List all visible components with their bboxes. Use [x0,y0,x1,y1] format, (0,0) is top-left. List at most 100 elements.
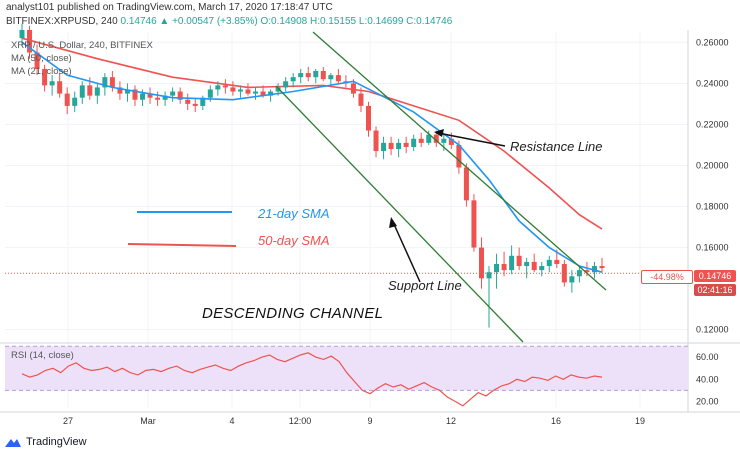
ma50-legend[interactable]: MA (50, close) [11,53,72,64]
time-tick-label: 9 [367,416,372,426]
candle-body [19,29,25,39]
candle-body [524,261,530,267]
candle-body [207,89,213,98]
time-tick-label: 19 [635,416,645,426]
support-channel-line [275,85,524,343]
candle-body [569,276,575,283]
candle-body [109,77,115,88]
candle-body [117,87,123,94]
candle-body [509,255,515,271]
grid-layer [5,32,688,408]
candle-body [222,85,228,88]
price-tick-label: 0.12000 [696,325,729,335]
candle-body [305,73,311,78]
ma21-legend[interactable]: MA (21, close) [11,66,72,77]
candle-body [298,73,304,78]
candle-body [591,266,597,273]
candle-body [230,87,236,92]
tradingview-logo[interactable]: TradingView [4,436,87,448]
candle-body [87,85,93,96]
rsi-tick-label: 60.00 [696,352,719,362]
candle-body [132,89,138,100]
candle-body [313,71,319,78]
sma21-label: 21-day SMA [258,206,330,221]
tradingview-cloud-icon [5,439,21,447]
resistance-line-label: Resistance Line [510,139,603,154]
sma50-legend-swatch [127,243,237,247]
ma50-line [21,37,603,230]
candle-body [72,97,78,106]
candle-body [426,134,432,143]
drawings-layer [5,31,688,343]
candle-body [94,87,100,96]
candle-body [418,138,424,143]
candle-body [79,85,85,98]
candle-body [599,266,605,269]
candle-body [64,93,70,106]
candle-body [290,77,296,82]
time-tick-label: 12 [446,416,456,426]
candle-body [170,91,176,96]
candle-body [27,29,33,53]
rsi-band [5,346,688,391]
rsi-legend[interactable]: RSI (14, close) [11,350,74,361]
candle-body [441,138,447,143]
resistance-arrow-head [434,129,444,137]
candle-body [42,68,48,86]
candle-body [373,130,379,152]
candle-body [177,91,183,100]
candle-body [539,266,545,271]
candle-body [283,81,289,88]
candle-body [275,87,281,92]
candle-body [463,167,469,201]
candle-body [584,270,590,273]
descending-channel-label: DESCENDING CHANNEL [202,305,384,322]
candle-body [501,263,507,271]
time-tick-label: 27 [63,416,73,426]
candle-body [215,85,221,90]
tradingview-brand: TradingView [26,436,87,448]
ma21-layer [21,41,603,273]
candle-body [124,89,130,94]
support-arrow-shaft [392,221,421,283]
candles-layer [19,23,605,328]
candle-body [403,142,409,147]
candle-body [561,263,567,283]
series-title-legend[interactable]: XRP / U.S. Dollar, 240, BITFINEX [11,40,153,51]
last-price-tag: 0.14746 [694,270,736,282]
candle-body [411,138,417,147]
candle-body [396,142,402,150]
candle-body [471,200,477,248]
sma50-label: 50-day SMA [258,233,330,248]
candle-body [494,263,500,273]
candle-body [486,272,492,279]
candle-body [268,91,274,96]
candle-body [147,93,153,98]
candle-body [328,75,334,80]
symbol-interval[interactable]: BITFINEX:XRPUSD, 240 [6,16,118,27]
candle-body [320,71,326,80]
ohlc-change: 0.14746 ▲ +0.00547 (+3.85%) O:0.14908 H:… [120,16,453,27]
rsi-tick-label: 20.00 [696,396,719,406]
support-arrow-head [389,217,397,228]
candle-body [335,75,341,82]
price-tick-label: 0.18000 [696,202,729,212]
ma50-layer [21,37,603,230]
candle-body [456,144,462,168]
candle-body [433,134,439,143]
candle-body [388,142,394,150]
candle-body [253,91,259,94]
candle-body [516,255,522,267]
candle-body [381,142,387,152]
bar-countdown-tag: 02:41:16 [694,284,736,296]
support-line-label: Support Line [388,278,462,293]
candle-body [531,261,537,271]
rsi-layer [5,345,688,407]
resistance-channel-line [312,31,607,291]
percent-change-tag: -44.98% [641,270,693,284]
candle-body [260,91,266,96]
candle-body [554,259,560,264]
rsi-tick-label: 40.00 [696,374,719,384]
candle-body [546,259,552,267]
